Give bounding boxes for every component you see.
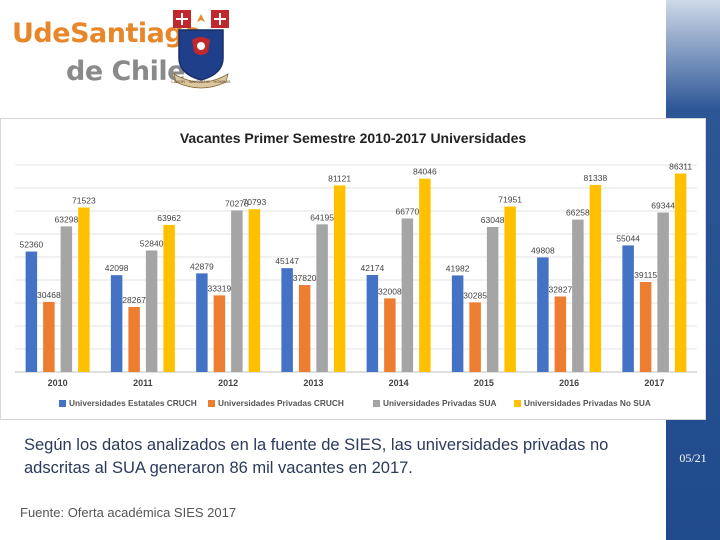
bar-2012-s1 — [196, 273, 208, 372]
legend-swatch — [514, 400, 521, 407]
data-label: 81121 — [328, 173, 351, 183]
bar-2011-s1 — [110, 275, 123, 372]
bar-2016-s3 — [572, 219, 584, 372]
data-label: 66770 — [396, 206, 420, 216]
data-label: 37820 — [293, 273, 317, 283]
data-label: 70278 — [225, 198, 249, 208]
x-tick-label: 2011 — [133, 378, 153, 388]
legend-label: Universidades Privadas CRUCH — [218, 398, 344, 408]
data-label: 33319 — [208, 283, 232, 293]
bar-2014-s1 — [366, 274, 379, 372]
bar-2012-s3 — [231, 210, 243, 372]
crest-motto: LABOR · INNOVATIO · HOMINIS — [171, 79, 231, 84]
bar-2010-s4 — [78, 207, 90, 372]
data-label: 41982 — [446, 263, 470, 273]
bar-2011-s3 — [145, 250, 158, 372]
data-label: 69344 — [651, 201, 675, 211]
bar-2017-s1 — [622, 245, 634, 372]
bar-2017-s2 — [639, 282, 652, 372]
legend-swatch — [59, 400, 66, 407]
data-label: 39115 — [634, 270, 657, 280]
x-tick-label: 2010 — [48, 378, 68, 388]
data-label: 42098 — [105, 263, 129, 273]
data-label: 63048 — [481, 215, 505, 225]
data-label: 28267 — [122, 295, 146, 305]
data-label: 30285 — [463, 290, 487, 300]
data-label: 32008 — [378, 286, 402, 296]
data-label: 86311 — [669, 161, 692, 171]
bar-2016-s4 — [589, 184, 602, 372]
bar-2016-s2 — [554, 296, 567, 372]
source-note: Fuente: Oferta académica SIES 2017 — [20, 505, 237, 520]
legend-swatch — [373, 400, 380, 407]
data-label: 30468 — [37, 290, 61, 300]
data-label: 84046 — [413, 167, 437, 177]
page-number: 05/21 — [679, 451, 707, 465]
data-label: 45147 — [275, 256, 299, 266]
legend-swatch — [208, 400, 215, 407]
data-label: 52840 — [140, 238, 164, 248]
bar-2010-s1 — [25, 251, 38, 372]
bar-2015-s1 — [451, 275, 464, 372]
bar-2013-s2 — [298, 285, 311, 372]
data-label: 49808 — [531, 245, 555, 255]
bar-2012-s4 — [248, 209, 261, 372]
bar-2017-s3 — [657, 212, 669, 372]
data-label: 63298 — [55, 214, 79, 224]
bar-2013-s1 — [281, 268, 293, 372]
data-label: 52360 — [20, 240, 44, 250]
bar-2015-s3 — [486, 226, 499, 372]
bar-2010-s2 — [43, 301, 55, 372]
data-label: 55044 — [616, 233, 640, 243]
legend-label: Universidades Privadas No SUA — [524, 398, 651, 408]
chart-frame: Vacantes Primer Semestre 2010-2017 Unive… — [0, 118, 706, 420]
bar-2013-s3 — [316, 224, 328, 372]
data-label: 81338 — [584, 173, 608, 183]
x-tick-label: 2015 — [474, 378, 494, 388]
bar-2011-s4 — [163, 224, 175, 372]
bar-2014-s4 — [419, 178, 431, 372]
bar-2014-s3 — [401, 218, 414, 372]
crest-icon: LABOR · INNOVATIO · HOMINIS — [171, 10, 231, 89]
x-tick-label: 2013 — [303, 378, 323, 388]
university-logo: UdeSantiago de Chile LABOR · INNOVATIO ·… — [8, 6, 238, 98]
logo-text-line2: de Chile — [66, 56, 185, 87]
bar-2017-s4 — [674, 173, 687, 372]
bar-2014-s2 — [384, 298, 396, 372]
data-label: 71951 — [498, 195, 522, 205]
data-label: 42174 — [361, 263, 385, 273]
chart-title: Vacantes Primer Semestre 2010-2017 Unive… — [180, 130, 527, 146]
bar-2012-s2 — [213, 295, 226, 372]
data-label: 70793 — [243, 197, 267, 207]
bar-2013-s4 — [333, 185, 346, 372]
bar-2015-s4 — [504, 206, 516, 372]
legend-label: Universidades Privadas SUA — [383, 398, 496, 408]
bar-2010-s3 — [60, 226, 73, 372]
legend-label: Universidades Estatales CRUCH — [69, 398, 197, 408]
data-label: 42879 — [190, 261, 214, 271]
data-label: 66258 — [566, 208, 590, 218]
x-tick-label: 2012 — [218, 378, 238, 388]
bar-2011-s2 — [128, 306, 140, 372]
bar-2016-s1 — [537, 257, 549, 372]
x-tick-label: 2016 — [559, 378, 579, 388]
bar-2015-s2 — [469, 302, 481, 372]
x-tick-label: 2014 — [389, 378, 409, 388]
logo-text-line1: UdeSantiago — [12, 18, 202, 49]
data-label: 32827 — [549, 284, 573, 294]
data-label: 63962 — [157, 213, 181, 223]
data-label: 71523 — [72, 195, 96, 205]
caption-text: Según los datos analizados en la fuente … — [24, 436, 609, 477]
bar-chart: Vacantes Primer Semestre 2010-2017 Unive… — [15, 130, 697, 408]
x-tick-label: 2017 — [644, 378, 664, 388]
data-label: 64195 — [310, 212, 334, 222]
